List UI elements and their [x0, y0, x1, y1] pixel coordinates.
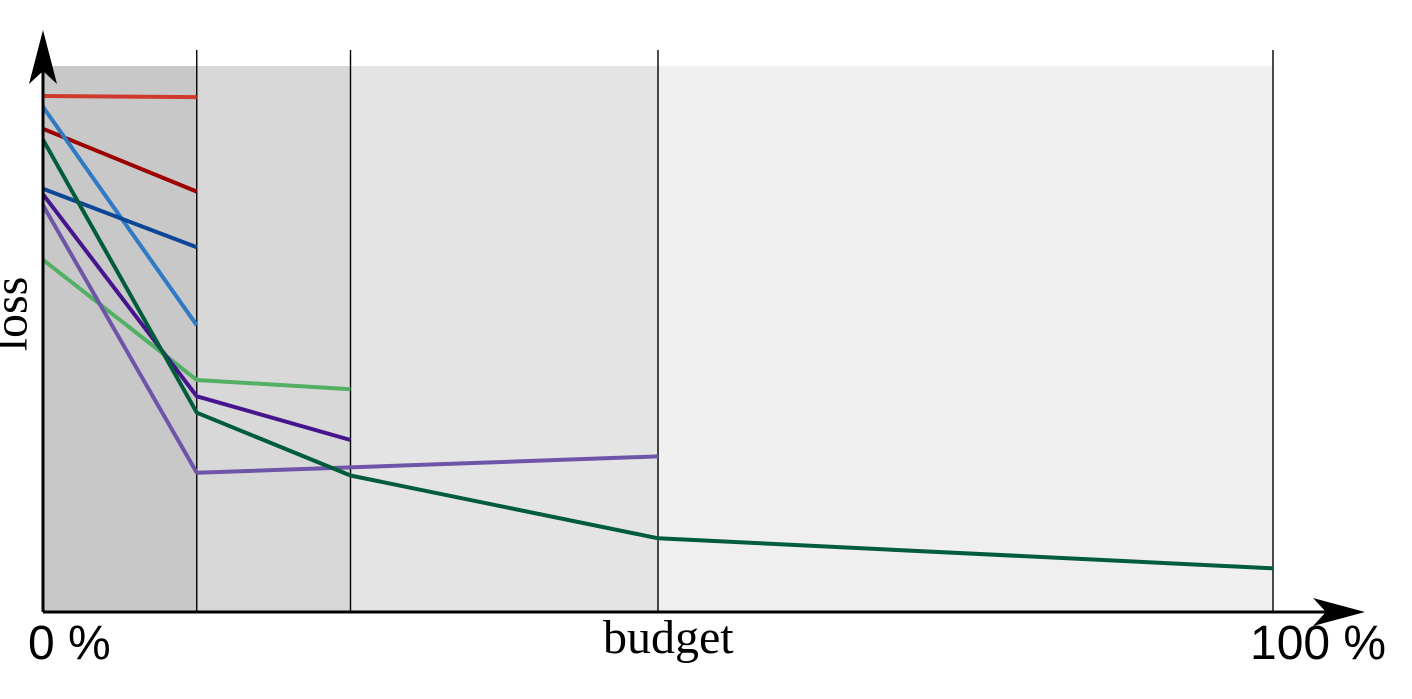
budget-band-3 [350, 66, 658, 612]
series-line-2 [42, 126, 198, 194]
x-tick-label-start: 0 % [28, 617, 111, 670]
y-axis-arrowhead [29, 30, 57, 84]
x-axis-label: budget [603, 611, 734, 664]
series-line-1 [42, 94, 197, 100]
budget-band-4 [658, 66, 1273, 612]
series-line-5 [41, 258, 351, 392]
series-line-7 [41, 204, 659, 475]
x-axis-arrowhead [1313, 598, 1365, 626]
series-line-8 [41, 138, 1274, 571]
series-line-6 [41, 193, 352, 442]
budget-band-2 [196, 66, 351, 612]
series-line-4 [42, 186, 198, 250]
y-axis-label: loss [0, 276, 38, 352]
x-tick-label-end: 100 % [1250, 617, 1387, 670]
